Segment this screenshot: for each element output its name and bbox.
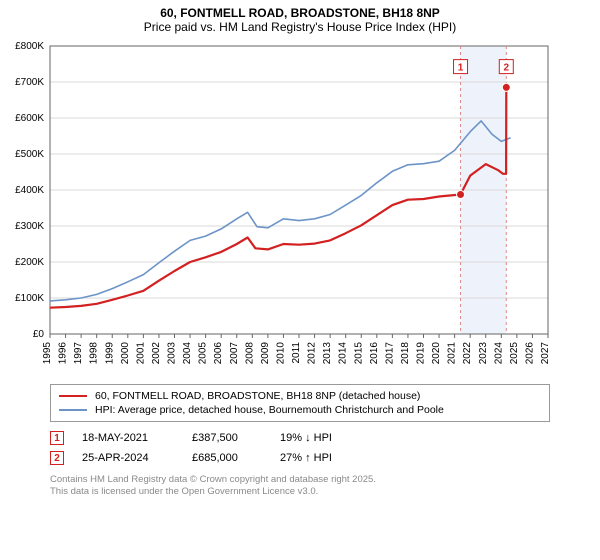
svg-text:2002: 2002 xyxy=(151,342,162,365)
svg-text:2020: 2020 xyxy=(431,342,442,365)
svg-text:2017: 2017 xyxy=(384,342,395,365)
svg-text:2001: 2001 xyxy=(135,342,146,365)
svg-text:£200K: £200K xyxy=(15,257,44,268)
event-date: 25-APR-2024 xyxy=(82,452,174,464)
legend-swatch xyxy=(59,409,87,411)
svg-text:2003: 2003 xyxy=(167,342,178,365)
svg-text:2011: 2011 xyxy=(291,342,302,364)
svg-text:2018: 2018 xyxy=(400,342,411,365)
svg-text:2019: 2019 xyxy=(416,342,427,365)
event-price: £685,000 xyxy=(192,452,262,464)
svg-text:2024: 2024 xyxy=(493,342,504,365)
legend-label: 60, FONTMELL ROAD, BROADSTONE, BH18 8NP … xyxy=(95,390,420,402)
svg-text:2015: 2015 xyxy=(353,342,364,365)
svg-text:2009: 2009 xyxy=(260,342,271,365)
attribution-line: This data is licensed under the Open Gov… xyxy=(50,486,550,498)
event-marker-icon: 1 xyxy=(50,431,64,445)
svg-text:1: 1 xyxy=(458,63,464,74)
attribution: Contains HM Land Registry data © Crown c… xyxy=(50,474,550,499)
svg-text:2026: 2026 xyxy=(524,342,535,365)
legend-item: 60, FONTMELL ROAD, BROADSTONE, BH18 8NP … xyxy=(59,389,541,403)
svg-text:2: 2 xyxy=(504,63,510,74)
event-row: 1 18-MAY-2021 £387,500 19% ↓ HPI xyxy=(50,428,550,448)
svg-text:1998: 1998 xyxy=(89,342,100,365)
svg-text:1999: 1999 xyxy=(104,342,115,365)
price-chart-svg: £0 £100K £200K £300K £400K £500K £600K £700K £80… xyxy=(0,38,560,378)
svg-text:2021: 2021 xyxy=(447,342,458,365)
svg-text:£400K: £400K xyxy=(15,185,44,196)
attribution-line: Contains HM Land Registry data © Crown c… xyxy=(50,474,550,486)
svg-text:£300K: £300K xyxy=(15,221,44,232)
sale-events: 1 18-MAY-2021 £387,500 19% ↓ HPI 2 25-AP… xyxy=(50,428,550,468)
svg-text:2004: 2004 xyxy=(182,342,193,365)
svg-text:£0: £0 xyxy=(33,329,45,340)
svg-text:1995: 1995 xyxy=(42,342,53,365)
svg-text:£700K: £700K xyxy=(15,77,44,88)
svg-text:£500K: £500K xyxy=(15,149,44,160)
svg-text:£600K: £600K xyxy=(15,113,44,124)
svg-text:2025: 2025 xyxy=(509,342,520,365)
chart-title-block: 60, FONTMELL ROAD, BROADSTONE, BH18 8NP … xyxy=(0,0,600,38)
svg-text:2022: 2022 xyxy=(462,342,473,365)
chart-title-line2: Price paid vs. HM Land Registry's House … xyxy=(10,20,590,34)
svg-text:2027: 2027 xyxy=(540,342,551,365)
svg-text:£800K: £800K xyxy=(15,41,44,52)
event-marker-icon: 2 xyxy=(50,451,64,465)
svg-text:2014: 2014 xyxy=(338,342,349,365)
event-date: 18-MAY-2021 xyxy=(82,432,174,444)
legend-item: HPI: Average price, detached house, Bour… xyxy=(59,403,541,417)
svg-text:2006: 2006 xyxy=(213,342,224,365)
legend-label: HPI: Average price, detached house, Bour… xyxy=(95,404,444,416)
svg-text:1996: 1996 xyxy=(58,342,69,365)
event-price: £387,500 xyxy=(192,432,262,444)
svg-text:2023: 2023 xyxy=(478,342,489,365)
chart-title-line1: 60, FONTMELL ROAD, BROADSTONE, BH18 8NP xyxy=(10,6,590,20)
event-delta: 19% ↓ HPI xyxy=(280,432,360,444)
svg-text:2013: 2013 xyxy=(322,342,333,365)
svg-text:2007: 2007 xyxy=(229,342,240,365)
svg-text:2010: 2010 xyxy=(275,342,286,365)
svg-text:1997: 1997 xyxy=(73,342,84,365)
legend-swatch xyxy=(59,395,87,397)
svg-text:2016: 2016 xyxy=(369,342,380,365)
event-delta: 27% ↑ HPI xyxy=(280,452,360,464)
svg-text:£100K: £100K xyxy=(15,293,44,304)
svg-text:2008: 2008 xyxy=(244,342,255,365)
chart-area: £0 £100K £200K £300K £400K £500K £600K £700K £80… xyxy=(0,38,590,378)
svg-text:2000: 2000 xyxy=(120,342,131,365)
legend: 60, FONTMELL ROAD, BROADSTONE, BH18 8NP … xyxy=(50,384,550,422)
svg-text:2005: 2005 xyxy=(198,342,209,365)
event-row: 2 25-APR-2024 £685,000 27% ↑ HPI xyxy=(50,448,550,468)
svg-text:2012: 2012 xyxy=(307,342,318,365)
